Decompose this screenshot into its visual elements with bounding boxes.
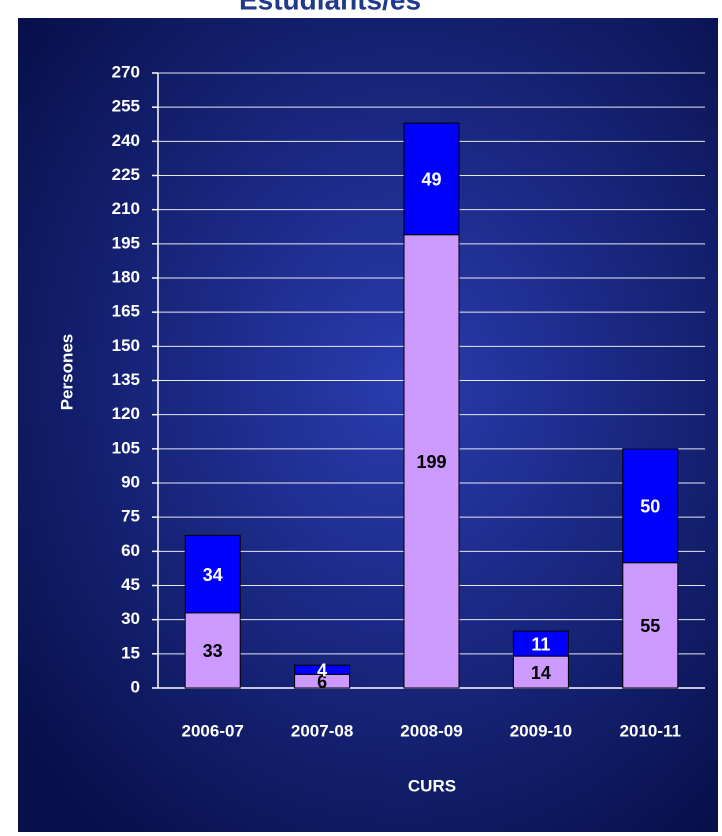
y-tick-label: 60 (121, 541, 140, 560)
y-tick-label: 0 (131, 677, 140, 696)
y-tick-label: 105 (112, 438, 140, 457)
x-axis-title: CURS (408, 776, 456, 795)
y-tick-label: 120 (112, 404, 140, 423)
y-tick-label: 195 (112, 233, 140, 252)
plot-panel (18, 18, 718, 832)
x-tick-label: 2006-07 (182, 721, 244, 740)
y-tick-label: 240 (112, 131, 140, 150)
data-label: 6 (317, 672, 327, 692)
data-label: 34 (203, 565, 223, 585)
y-tick-label: 15 (121, 643, 140, 662)
x-tick-label: 2009-10 (510, 721, 572, 740)
data-label: 50 (640, 497, 660, 517)
y-tick-label: 45 (121, 575, 140, 594)
data-label: 199 (416, 452, 446, 472)
bar-segment (512, 630, 569, 657)
bar-segment (184, 534, 241, 614)
bar-segment (294, 664, 351, 675)
y-axis-title: Persones (57, 334, 76, 411)
x-tick-label: 2007-08 (291, 721, 353, 740)
y-tick-label: 210 (112, 199, 140, 218)
bar-segment (403, 234, 460, 689)
data-label: 55 (640, 616, 660, 636)
data-label: 49 (421, 170, 441, 190)
bar-segment (622, 448, 679, 564)
data-label: 33 (203, 641, 223, 661)
y-tick-label: 135 (112, 370, 140, 389)
data-label: 4 (317, 661, 327, 681)
data-label: 14 (531, 663, 551, 683)
y-tick-label: 255 (112, 97, 140, 116)
y-tick-label: 75 (121, 507, 140, 526)
y-tick-label: 270 (112, 62, 140, 81)
y-tick-label: 150 (112, 336, 140, 355)
y-tick-label: 90 (121, 472, 140, 491)
y-tick-label: 225 (112, 165, 140, 184)
chart-title: Estudiants/es (239, 0, 421, 15)
x-tick-label: 2010-11 (620, 721, 681, 740)
y-tick-label: 165 (112, 302, 140, 321)
y-tick-label: 30 (121, 609, 140, 628)
data-label: 11 (531, 634, 550, 654)
y-tick-label: 180 (112, 267, 140, 286)
bar-segment (403, 122, 460, 236)
x-tick-label: 2008-09 (400, 721, 462, 740)
